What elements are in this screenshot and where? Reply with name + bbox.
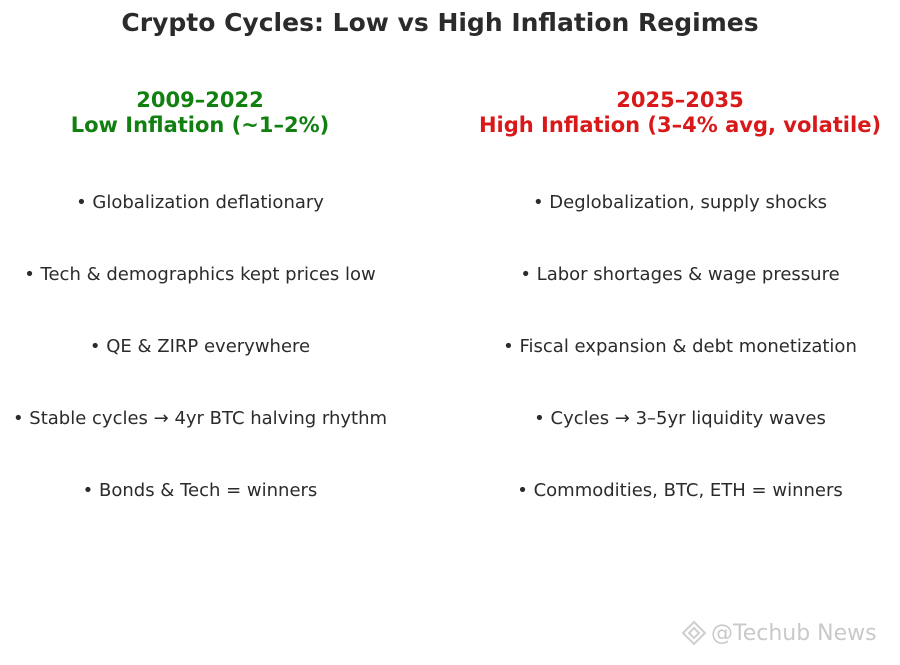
list-item: Bonds & Tech = winners	[0, 476, 400, 548]
low-inflation-column: 2009–2022 Low Inflation (~1–2%) Globaliz…	[0, 88, 400, 501]
page-title: Crypto Cycles: Low vs High Inflation Reg…	[121, 8, 759, 37]
low-inflation-period: 2009–2022	[136, 88, 264, 112]
high-inflation-bullet-list: Deglobalization, supply shocks Labor sho…	[460, 188, 900, 548]
list-item: Fiscal expansion & debt monetization	[460, 332, 900, 404]
list-item: Labor shortages & wage pressure	[460, 260, 900, 332]
high-inflation-column: 2025–2035 High Inflation (3–4% avg, vola…	[460, 88, 900, 501]
watermark-text: @Techub News	[711, 620, 877, 646]
list-item: Deglobalization, supply shocks	[460, 188, 900, 260]
watermark: @Techub News	[681, 620, 877, 646]
low-inflation-regime: Low Inflation (~1–2%)	[70, 113, 330, 137]
list-item: QE & ZIRP everywhere	[0, 332, 400, 404]
techub-diamond-logo-icon	[681, 620, 707, 646]
high-inflation-period: 2025–2035	[616, 88, 744, 112]
low-inflation-bullet-list: Globalization deflationary Tech & demogr…	[0, 188, 400, 548]
high-inflation-regime: High Inflation (3–4% avg, volatile)	[478, 113, 882, 137]
list-item: Tech & demographics kept prices low	[0, 260, 400, 332]
list-item: Cycles → 3–5yr liquidity waves	[460, 404, 900, 476]
list-item: Commodities, BTC, ETH = winners	[460, 476, 900, 548]
list-item: Globalization deflationary	[0, 188, 400, 260]
list-item: Stable cycles → 4yr BTC halving rhythm	[0, 404, 400, 476]
